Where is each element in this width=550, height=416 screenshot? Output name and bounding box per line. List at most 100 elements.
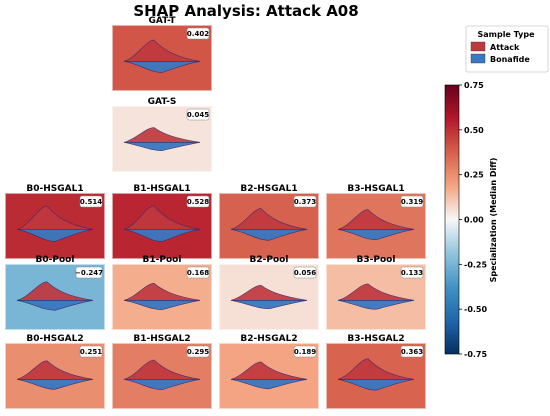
panel-title: B3-Pool: [357, 255, 396, 265]
violin-attack: [16, 281, 94, 301]
value-box: [293, 195, 317, 208]
value-label: 0.319: [401, 198, 423, 206]
panel-title: B1-HSGAL1: [133, 184, 190, 194]
panel-b1-hsgal2: 0.295 B1-HSGAL2: [112, 334, 212, 409]
panel-frame: [326, 193, 426, 259]
value-label: 0.363: [401, 348, 423, 356]
violin-bonafide: [230, 229, 308, 241]
colorbar: 0.75 0.50 0.25 0.00 -0.25 -0.50 -0.75 Speciali…: [444, 81, 498, 359]
panel-title: B1-HSGAL2: [133, 334, 190, 344]
chart-title: SHAP Analysis: Attack A08: [133, 2, 358, 20]
violin-attack: [230, 284, 308, 301]
colorbar-ticks: 0.75 0.50 0.25 0.00 -0.25 -0.50 -0.75: [459, 81, 487, 359]
panel-frame: [219, 264, 319, 330]
value-label: 0.373: [294, 198, 316, 206]
violin-attack: [337, 209, 415, 230]
value-label: 0.056: [294, 269, 316, 277]
value-box: [186, 195, 210, 208]
panel-title: B0-HSGAL2: [26, 334, 83, 344]
legend-swatch-attack: [470, 41, 486, 52]
violin-attack: [123, 205, 201, 230]
panel-b2-hsgal2: 0.189 B2-HSGAL2: [219, 334, 319, 409]
panel-b1-pool: 0.168 B1-Pool: [112, 255, 212, 330]
violin-bonafide: [123, 229, 201, 242]
value-box: [186, 27, 210, 40]
value-label: 0.251: [80, 348, 102, 356]
value-box: [293, 266, 317, 279]
panel-b0-hsgal2: 0.251 B0-HSGAL2: [5, 334, 105, 409]
panel-frame: [219, 193, 319, 259]
violin-attack: [123, 359, 201, 380]
panel-title: B2-HSGAL1: [240, 184, 297, 194]
value-box: [186, 108, 210, 121]
value-box: [186, 266, 210, 279]
value-box: [75, 266, 103, 279]
colorbar-label: Specialization (Median Diff): [489, 158, 498, 283]
colorbar-gradient: [444, 84, 460, 355]
violin-bonafide: [337, 379, 415, 391]
colorbar-tick-label: -0.25: [464, 260, 487, 269]
legend-swatch-bonafide: [470, 53, 486, 64]
value-box: [400, 266, 424, 279]
panel-title: B1-Pool: [143, 255, 182, 265]
value-box: [400, 195, 424, 208]
violin-attack: [123, 282, 201, 301]
colorbar-tick-label: 0.75: [464, 81, 484, 90]
legend-title: Sample Type: [477, 30, 535, 39]
colorbar-tick-label: -0.75: [464, 350, 487, 359]
legend-label-attack: Attack: [490, 43, 520, 52]
violin-attack: [230, 208, 308, 230]
violin-attack: [337, 358, 415, 380]
value-label: 0.528: [187, 198, 209, 206]
value-box: [400, 345, 424, 358]
value-box: [79, 195, 103, 208]
panel-frame: [112, 106, 212, 172]
violin-attack: [16, 205, 94, 230]
panel-frame: [112, 264, 212, 330]
value-box: [293, 345, 317, 358]
panel-b3-hsgal2: 0.363 B3-HSGAL2: [326, 334, 426, 409]
panel-title: B2-HSGAL2: [240, 334, 297, 344]
panel-b1-hsgal1: 0.528 B1-HSGAL1: [112, 184, 212, 259]
violin-bonafide: [123, 142, 201, 151]
panel-frame: [5, 264, 105, 330]
violin-bonafide: [123, 61, 201, 73]
legend: Sample Type Attack Bonafide: [465, 25, 549, 73]
panel-title: GAT-S: [148, 97, 177, 107]
panel-title: B3-HSGAL2: [347, 334, 404, 344]
value-label: 0.295: [187, 348, 209, 356]
panel-frame: [326, 343, 426, 409]
panel-gat-t: 0.402 GAT-T: [112, 16, 212, 91]
violin-attack: [123, 39, 201, 62]
panel-title: GAT-T: [148, 16, 176, 26]
colorbar-tick-label: 0.00: [464, 216, 484, 225]
panel-title: B0-HSGAL1: [26, 184, 83, 194]
violin-bonafide: [123, 379, 201, 390]
violin-bonafide: [230, 300, 308, 310]
panel-b0-hsgal1: 0.514 B0-HSGAL1: [5, 184, 105, 259]
violin-attack: [230, 361, 308, 380]
panel-b3-pool: 0.133 B3-Pool: [326, 255, 426, 330]
legend-frame: [465, 25, 549, 73]
violin-bonafide: [123, 300, 201, 310]
value-label: 0.045: [187, 111, 209, 119]
panel-b2-pool: 0.056 B2-Pool: [219, 255, 319, 330]
panel-frame: [219, 343, 319, 409]
panel-frame: [5, 343, 105, 409]
colorbar-tick-label: 0.25: [464, 171, 484, 180]
panels: 0.402 GAT-T 0.045 GAT-S 0.514 B0-HSGAL1 0.528 B…: [5, 16, 426, 409]
value-label: 0.168: [187, 269, 209, 277]
panel-b3-hsgal1: 0.319 B3-HSGAL1: [326, 184, 426, 259]
value-label: 0.514: [80, 198, 102, 206]
colorbar-tick-label: -0.50: [464, 305, 487, 314]
legend-label-bonafide: Bonafide: [490, 55, 530, 64]
panel-b2-hsgal1: 0.373 B2-HSGAL1: [219, 184, 319, 259]
panel-gat-s: 0.045 GAT-S: [112, 97, 212, 172]
panel-frame: [5, 193, 105, 259]
violin-attack: [16, 360, 94, 380]
colorbar-tick-label: 0.50: [464, 126, 484, 135]
violin-bonafide: [230, 379, 308, 390]
violin-bonafide: [16, 379, 94, 390]
